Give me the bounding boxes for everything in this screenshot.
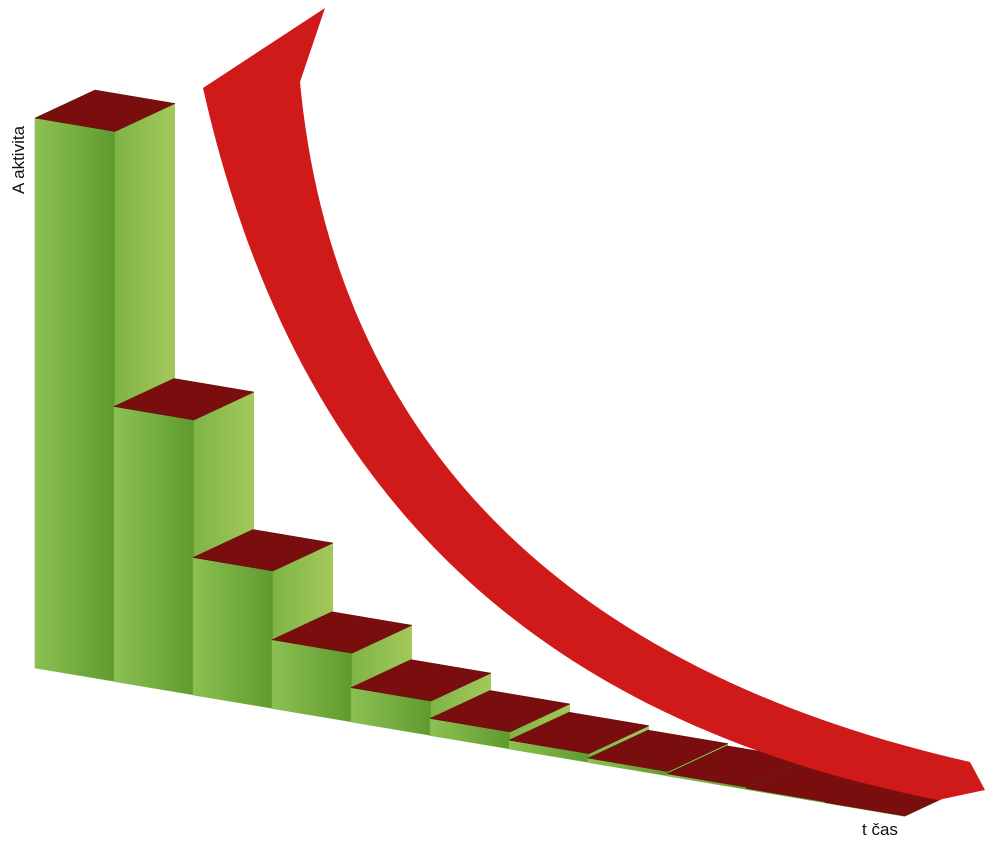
bar-top bbox=[429, 690, 571, 733]
y-axis-label: A aktivita bbox=[9, 125, 28, 194]
bars bbox=[34, 89, 966, 817]
bar-top bbox=[508, 711, 650, 754]
x-axis-label: t čas bbox=[862, 820, 898, 839]
bar bbox=[113, 406, 195, 696]
bar-top bbox=[34, 89, 176, 132]
bar-top bbox=[271, 611, 413, 654]
bar bbox=[271, 639, 353, 723]
bar-top bbox=[587, 729, 729, 772]
bar bbox=[192, 557, 274, 709]
decay-arrow bbox=[203, 8, 985, 800]
bar-top bbox=[113, 378, 255, 421]
bar bbox=[34, 117, 116, 682]
bar-top bbox=[350, 659, 492, 702]
bar-top bbox=[192, 529, 334, 572]
